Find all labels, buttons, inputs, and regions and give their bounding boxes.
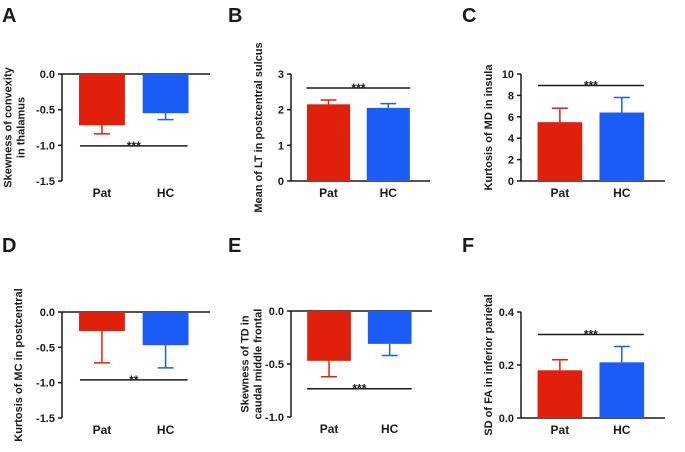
significance-stars: *** bbox=[584, 327, 598, 341]
y-tick-label: 6 bbox=[508, 112, 514, 124]
category-label: HC bbox=[613, 186, 631, 200]
panel-d: D 0.0 -0.5 -1.0 -1.5 Pat HC ** Kurtosis of MC in… bbox=[2, 235, 210, 442]
y-tick-label: 8 bbox=[508, 90, 514, 102]
category-label: HC bbox=[157, 186, 175, 200]
y-axis-label: Kurtosis of MD in insula bbox=[483, 64, 495, 191]
bar-hc bbox=[599, 362, 645, 418]
y-tick-label: -0.5 bbox=[36, 342, 55, 354]
y-tick-label: 2 bbox=[278, 105, 284, 117]
y-axis-label: Skewness of convexity bbox=[3, 66, 15, 187]
y-tick-label: 2 bbox=[508, 155, 514, 167]
category-label: Pat bbox=[551, 423, 570, 437]
y-tick-label: 0.0 bbox=[40, 307, 55, 319]
bar-pat bbox=[537, 122, 583, 181]
significance-stars: *** bbox=[127, 139, 141, 153]
bar-pat bbox=[306, 104, 351, 181]
panel-letter: E bbox=[228, 235, 241, 257]
bar-hc bbox=[142, 312, 189, 346]
category-label: Pat bbox=[320, 422, 339, 436]
y-axis-label: Kurtosis of MC in postcentral bbox=[13, 288, 25, 441]
y-tick-label: -1.5 bbox=[36, 176, 55, 188]
y-tick-label: 0 bbox=[278, 176, 284, 188]
y-tick-label: 3 bbox=[278, 69, 284, 81]
category-label: HC bbox=[157, 423, 175, 437]
panel-letter: F bbox=[462, 235, 474, 257]
y-tick-label: -1.0 bbox=[265, 412, 284, 424]
category-label: HC bbox=[381, 422, 399, 436]
y-axis-label: Skewness of TD in bbox=[240, 315, 252, 412]
y-tick-label: 0.0 bbox=[269, 306, 284, 318]
y-axis-label: caudal middle frontal bbox=[253, 309, 265, 420]
significance-stars: *** bbox=[584, 79, 598, 93]
bar-pat bbox=[307, 311, 351, 361]
panel-letter: A bbox=[2, 5, 16, 27]
panel-letter: C bbox=[462, 5, 476, 27]
panel-c: C 0 2 4 6 8 10 Pat HC *** Kurtosis of MD in insula bbox=[462, 5, 665, 200]
bar-pat bbox=[79, 312, 125, 332]
y-tick-label: -1.0 bbox=[36, 140, 55, 152]
panel-a: A 0.0 -0.5 -1.0 -1.5 Pat HC *** Skewness of conv… bbox=[2, 5, 210, 200]
category-label: Pat bbox=[319, 186, 338, 200]
category-label: Pat bbox=[93, 423, 112, 437]
panel-letter: B bbox=[228, 5, 242, 27]
category-label: Pat bbox=[93, 186, 112, 200]
y-tick-label: -1.5 bbox=[36, 413, 55, 425]
y-tick-label: -0.5 bbox=[36, 105, 55, 117]
bar-hc bbox=[367, 311, 412, 344]
panel-f: F 0.0 0.2 0.4 Pat HC *** SD of FA in inferior p… bbox=[462, 235, 665, 437]
y-tick-label: 0.0 bbox=[40, 69, 55, 81]
y-tick-label: 1 bbox=[278, 140, 284, 152]
y-axis-label: Mean of LT in postcentral sulcus bbox=[253, 42, 265, 212]
category-label: Pat bbox=[551, 186, 570, 200]
y-tick-label: 0.0 bbox=[499, 413, 514, 425]
y-tick-label: 0.2 bbox=[499, 360, 514, 372]
bar-pat bbox=[537, 370, 583, 418]
category-label: HC bbox=[380, 186, 398, 200]
y-tick-label: 0 bbox=[508, 176, 514, 188]
y-tick-label: 10 bbox=[502, 69, 514, 81]
y-tick-label: 4 bbox=[508, 133, 515, 145]
category-label: HC bbox=[613, 423, 631, 437]
bar-hc bbox=[366, 107, 410, 181]
significance-stars: *** bbox=[351, 81, 365, 95]
panel-b: B 0 1 2 3 Pat HC *** Mean of LT in postcentral s… bbox=[228, 5, 430, 213]
y-axis-label: in thalamus bbox=[16, 97, 28, 158]
y-tick-label: -1.0 bbox=[36, 378, 55, 390]
bar-hc bbox=[142, 74, 189, 114]
panel-e: E 0.0 -0.5 -1.0 Pat HC *** Skewness of TD in cau… bbox=[228, 235, 432, 436]
y-tick-label: 0.4 bbox=[499, 307, 515, 319]
panel-letter: D bbox=[2, 235, 16, 257]
y-tick-label: -0.5 bbox=[265, 359, 284, 371]
y-axis-label: SD of FA in inferior parietal bbox=[483, 294, 495, 435]
bar-pat bbox=[79, 74, 125, 126]
significance-stars: *** bbox=[352, 382, 366, 396]
significance-stars: ** bbox=[129, 373, 139, 387]
bar-hc bbox=[599, 112, 645, 181]
